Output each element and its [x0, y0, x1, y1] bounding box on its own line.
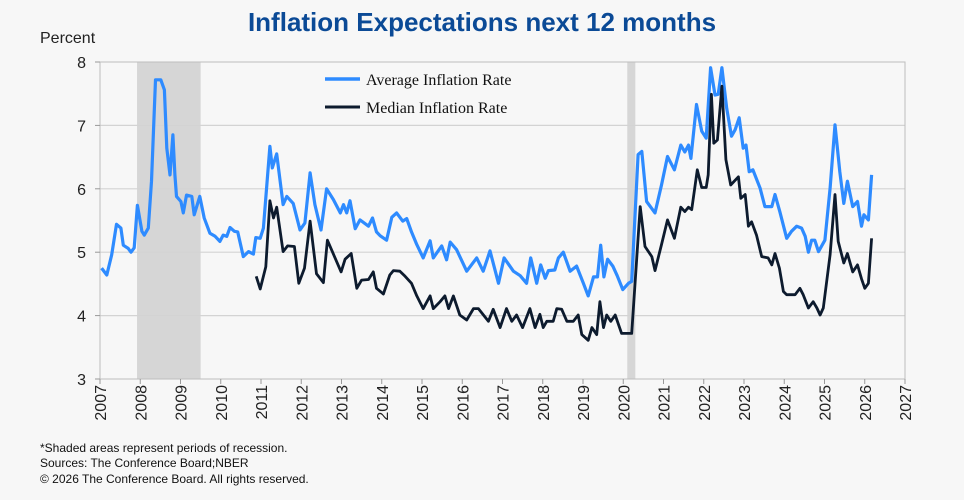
- footnote-copyright: © 2026 The Conference Board. All rights …: [40, 472, 309, 486]
- x-tick-label: 2008: [133, 385, 150, 421]
- median-inflation-line: [254, 84, 873, 342]
- legend-label-median: Median Inflation Rate: [366, 100, 507, 117]
- footnote-recession: *Shaded areas represent periods of reces…: [40, 441, 287, 455]
- x-tick-label: 2010: [214, 385, 231, 421]
- y-tick-label: 6: [77, 182, 86, 199]
- x-tick-label: 2018: [536, 385, 553, 421]
- x-tick-label: 2024: [777, 385, 794, 421]
- x-tick-label: 2015: [415, 385, 432, 421]
- x-tick-label: 2009: [174, 385, 191, 421]
- x-tick-label: 2014: [375, 385, 392, 421]
- recession-band: [627, 62, 636, 379]
- x-tick-label: 2011: [254, 385, 271, 420]
- y-axis: 3 4 5 6 7 8: [77, 55, 100, 389]
- x-tick-label: 2025: [818, 385, 835, 421]
- y-tick-label: 8: [77, 55, 86, 72]
- x-tick-label: 2007: [93, 385, 110, 421]
- x-tick-label: 2017: [496, 385, 513, 421]
- y-axis-label: Percent: [40, 30, 96, 47]
- footnote-sources: Sources: The Conference Board;NBER: [40, 456, 249, 470]
- chart-title: Inflation Expectations next 12 months: [248, 7, 716, 37]
- x-tick-label: 2023: [737, 385, 754, 421]
- recession-band: [137, 62, 201, 379]
- average-inflation-line: [100, 66, 874, 298]
- x-tick-label: 2016: [455, 385, 472, 421]
- series-lines: [100, 66, 874, 342]
- y-tick-label: 5: [77, 245, 86, 262]
- x-tick-label: 2013: [335, 385, 352, 421]
- gridlines: [100, 124, 905, 317]
- x-axis: 2007 2008 2009 2010 2011 2012 2013 2014 2015 2016…: [93, 379, 915, 421]
- y-tick-label: 4: [77, 309, 86, 326]
- y-tick-label: 7: [77, 118, 86, 135]
- x-tick-label: 2026: [858, 385, 875, 421]
- legend: Average Inflation Rate Median Inflation …: [325, 72, 511, 117]
- x-tick-label: 2022: [697, 385, 714, 421]
- legend-label-average: Average Inflation Rate: [366, 72, 511, 89]
- x-tick-label: 2019: [576, 385, 593, 421]
- x-tick-label: 2021: [657, 385, 674, 421]
- x-tick-label: 2012: [294, 385, 311, 421]
- y-tick-label: 3: [77, 372, 86, 389]
- x-tick-label: 2027: [898, 385, 915, 421]
- x-tick-label: 2020: [616, 385, 633, 421]
